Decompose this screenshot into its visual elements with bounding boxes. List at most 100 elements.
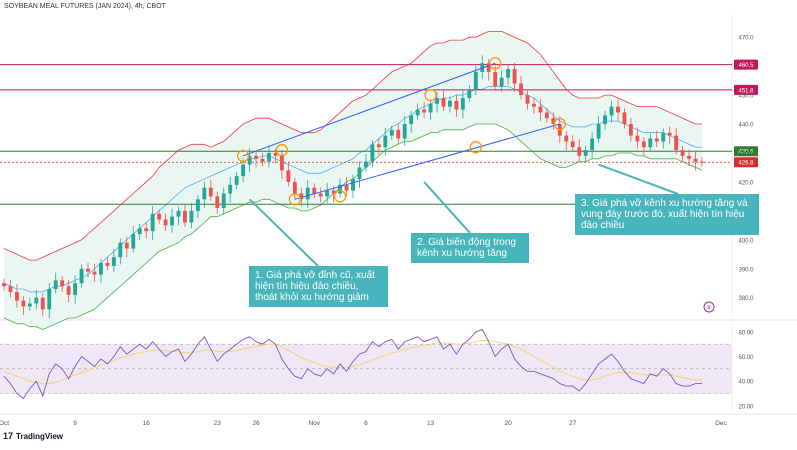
candle-body	[34, 297, 39, 304]
candle-body	[40, 297, 45, 310]
candle-body	[667, 132, 672, 136]
price-tick-label: 450.0	[738, 94, 754, 100]
x-tick-label: 20	[504, 420, 512, 427]
x-tick-label: Dec	[715, 420, 727, 427]
candle-body	[247, 155, 252, 165]
x-tick-label: 27	[569, 420, 577, 427]
candle-body	[583, 150, 588, 156]
candle-body	[693, 158, 698, 162]
touch-circle	[236, 149, 250, 163]
x-tick-label: 23	[214, 420, 222, 427]
annotation-callout-2: 2. Giá biến động trong kênh xu hướng tăn…	[411, 233, 529, 263]
candle-body	[279, 155, 284, 171]
candle-body	[118, 242, 123, 258]
rsi-ma-line	[3, 340, 702, 385]
x-tick-label: 6	[364, 420, 368, 427]
price-tick-label: 430.0	[738, 151, 754, 157]
candle-body	[512, 69, 517, 84]
candle-body	[473, 71, 478, 90]
candle-body	[189, 210, 194, 223]
candle-body	[544, 112, 549, 119]
candle-body	[454, 100, 459, 110]
candle-body	[305, 187, 310, 200]
x-tick-label: 13	[427, 420, 435, 427]
callout-3-pointer	[598, 163, 679, 195]
candle-body	[389, 129, 394, 136]
candle-body	[273, 152, 278, 156]
replay-badge-ring	[703, 301, 715, 313]
candle-body	[519, 83, 523, 96]
candle-body	[286, 170, 291, 182]
candle-body	[564, 135, 569, 142]
candle-body	[60, 280, 65, 287]
bollinger-upper-line	[3, 31, 702, 261]
candle-body	[654, 138, 659, 142]
candle-body	[338, 184, 343, 194]
candle-body	[422, 109, 427, 113]
rsi-line	[3, 328, 702, 400]
candle-body	[486, 63, 491, 72]
touch-circle	[469, 141, 482, 154]
candle-body	[635, 135, 640, 142]
candle-body	[680, 150, 685, 156]
candle-body	[687, 155, 692, 159]
candle-body	[202, 187, 207, 200]
callout-2-pointer	[423, 181, 471, 234]
candle-body	[53, 280, 58, 290]
candle-body	[590, 138, 595, 151]
annotation-callout-3: 3. Giá phá vỡ kênh xu hướng tăng và vung…	[575, 194, 759, 235]
candle-body	[292, 181, 297, 194]
tradingview-logo[interactable]: 17 TradingView	[3, 431, 63, 441]
tradingview-logo-text: TradingView	[16, 432, 63, 441]
candle-body	[460, 97, 465, 110]
candle-body	[428, 103, 433, 113]
price-tick-label: 390.0	[738, 267, 754, 273]
candle-body	[661, 132, 666, 142]
candle-body	[79, 268, 84, 284]
candle-body	[448, 100, 452, 107]
candle-body	[176, 210, 181, 217]
x-tick-label: 9	[73, 420, 77, 427]
candle-body	[370, 144, 375, 162]
candle-body	[111, 257, 116, 266]
candle-body	[157, 213, 162, 220]
touch-circle	[424, 88, 437, 102]
rsi-tick-label: 40.00	[738, 380, 754, 386]
candle-body	[506, 69, 511, 78]
candle-body	[622, 112, 627, 125]
channel-lower-line	[294, 123, 560, 200]
candle-body	[66, 286, 71, 295]
candle-body	[254, 155, 258, 159]
touch-circle	[333, 190, 347, 203]
candle-body	[409, 115, 414, 125]
tradingview-logo-icon: 17	[3, 431, 14, 441]
candle-body	[538, 106, 543, 113]
candle-body	[616, 106, 620, 113]
candle-body	[402, 124, 407, 139]
candle-body	[221, 193, 226, 208]
candle-body	[228, 184, 233, 194]
candle-body	[318, 193, 323, 197]
annotation-callout-1: 1. Giá phá vỡ đỉnh cũ, xuất hiện tín hiệ…	[249, 266, 388, 307]
channel-upper-line	[242, 62, 496, 157]
candle-body	[234, 176, 239, 185]
price-tick-label: 380.0	[738, 296, 754, 302]
candle-body	[700, 161, 704, 163]
callout-1-pointer	[248, 198, 319, 267]
candle-body	[577, 147, 582, 156]
level-label-1: 451.8	[738, 88, 754, 94]
candle-body	[376, 144, 381, 148]
candle-body	[14, 291, 19, 301]
candle-body	[92, 271, 97, 275]
touch-circle	[489, 57, 502, 70]
candle-body	[86, 268, 90, 272]
price-tick-label: 400.0	[738, 238, 754, 244]
candle-body	[641, 141, 646, 148]
candle-body	[241, 164, 246, 177]
candle-body	[150, 213, 155, 232]
candle-body	[351, 179, 355, 191]
candle-body	[331, 190, 336, 194]
candle-body	[499, 77, 504, 87]
